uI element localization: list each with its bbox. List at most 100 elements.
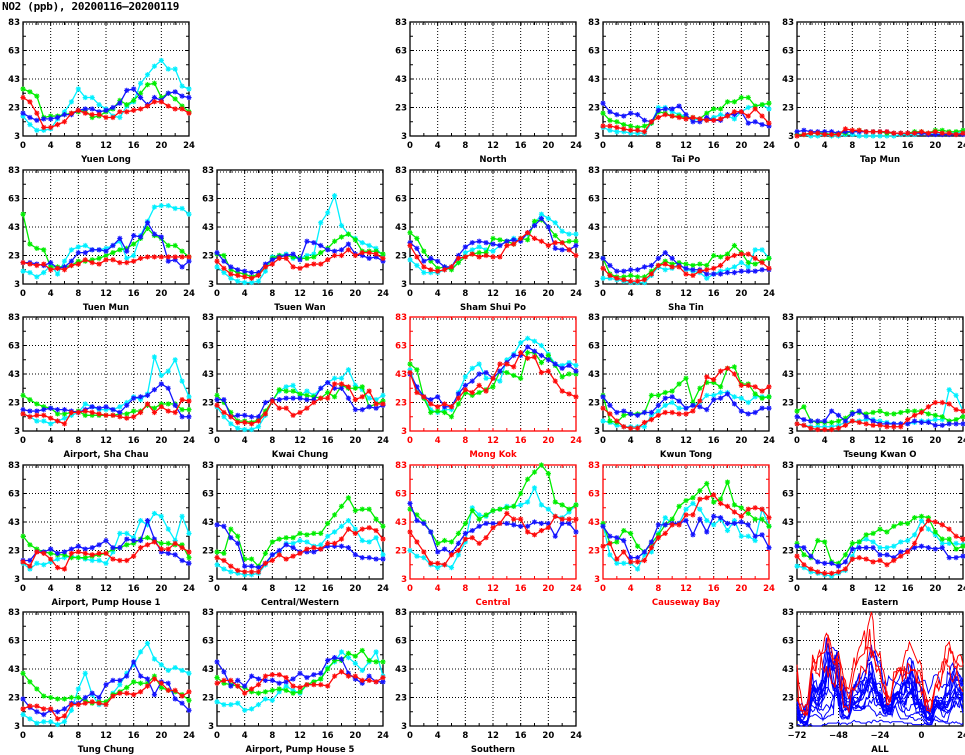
y-tick-label: 3 <box>401 575 407 585</box>
data-point-marker <box>137 90 144 96</box>
data-point-marker <box>898 409 904 416</box>
data-point-marker <box>158 680 164 686</box>
data-point-marker <box>690 399 696 406</box>
data-point-marker <box>414 512 420 518</box>
data-point-marker <box>54 556 61 562</box>
data-point-marker <box>870 133 876 139</box>
y-tick-label: 3 <box>14 280 20 290</box>
data-point-marker <box>717 389 724 396</box>
data-point-marker <box>884 421 890 427</box>
data-point-marker <box>338 385 345 391</box>
data-point-marker <box>61 415 68 421</box>
data-point-marker <box>600 405 606 411</box>
data-point-marker <box>214 680 220 686</box>
y-tick-label: 43 <box>395 75 407 85</box>
x-tick-label: 12 <box>487 141 499 151</box>
data-point-marker <box>766 405 772 411</box>
data-point-marker <box>96 112 102 118</box>
data-point-marker <box>304 682 310 688</box>
data-point-marker <box>235 270 241 276</box>
data-point-marker <box>421 248 427 254</box>
x-tick-label: 20 <box>155 141 167 151</box>
data-point-marker <box>559 365 565 371</box>
data-point-marker <box>428 255 434 261</box>
plot-frame <box>216 464 384 580</box>
data-point-marker <box>290 553 296 559</box>
data-point-marker <box>683 498 689 504</box>
data-point-marker <box>41 562 47 568</box>
data-point-marker <box>20 670 26 676</box>
data-point-marker <box>304 392 310 398</box>
y-tick-label: 3 <box>594 575 600 585</box>
data-point-marker <box>82 110 88 116</box>
data-point-marker <box>165 254 171 260</box>
data-point-marker <box>89 247 95 253</box>
data-point-marker <box>34 245 40 251</box>
data-point-marker <box>614 556 620 562</box>
data-point-marker <box>518 235 524 241</box>
data-point-marker <box>110 677 116 683</box>
data-point-marker <box>48 546 54 552</box>
data-point-marker <box>614 275 620 281</box>
data-point-marker <box>759 122 765 128</box>
data-point-marker <box>352 407 358 413</box>
data-point-marker <box>110 407 116 413</box>
data-point-marker <box>276 387 282 393</box>
data-point-marker <box>552 232 558 239</box>
data-point-marker <box>144 103 151 109</box>
data-point-marker <box>531 519 538 525</box>
data-point-marker <box>448 264 455 270</box>
data-point-marker <box>690 512 696 518</box>
data-point-marker <box>54 565 61 571</box>
data-point-marker <box>545 470 551 477</box>
data-point-marker <box>304 262 310 269</box>
data-point-marker <box>648 412 655 418</box>
y-tick-label: 43 <box>588 518 600 528</box>
data-point-marker <box>717 271 724 277</box>
data-point-marker <box>41 693 47 699</box>
data-point-marker <box>918 543 925 549</box>
data-point-marker <box>759 405 765 411</box>
data-point-marker <box>531 218 538 224</box>
data-point-marker <box>573 252 579 259</box>
data-point-marker <box>815 569 821 575</box>
data-point-marker <box>124 557 130 564</box>
data-point-marker <box>648 545 655 551</box>
data-point-marker <box>345 247 352 253</box>
data-point-marker <box>214 258 220 264</box>
data-point-marker <box>407 230 413 236</box>
data-point-marker <box>103 407 109 413</box>
x-tick-label: 8 <box>655 289 661 299</box>
data-point-marker <box>669 409 675 416</box>
data-point-marker <box>54 716 61 722</box>
data-point-marker <box>331 673 338 679</box>
data-point-marker <box>151 673 158 679</box>
data-point-marker <box>863 414 869 420</box>
data-point-marker <box>318 242 324 249</box>
data-point-marker <box>518 340 524 346</box>
y-tick-label: 83 <box>8 608 20 618</box>
data-point-marker <box>794 563 800 569</box>
data-point-marker <box>380 674 386 681</box>
data-point-marker <box>304 388 310 394</box>
data-point-marker <box>34 408 40 414</box>
data-point-marker <box>669 113 675 119</box>
data-point-marker <box>946 418 952 424</box>
data-point-marker <box>483 240 489 246</box>
data-point-marker <box>441 562 448 568</box>
data-point-marker <box>870 422 876 428</box>
data-point-marker <box>54 114 61 121</box>
data-point-marker <box>276 536 282 542</box>
x-tick-label: 8 <box>462 289 468 299</box>
data-point-marker <box>137 255 144 261</box>
data-point-marker <box>61 264 68 270</box>
data-point-marker <box>366 673 372 679</box>
data-point-marker <box>172 254 178 260</box>
x-tick-label: 8 <box>75 584 81 594</box>
data-point-marker <box>766 545 772 551</box>
data-point-marker <box>953 555 959 561</box>
data-point-marker <box>283 556 289 562</box>
